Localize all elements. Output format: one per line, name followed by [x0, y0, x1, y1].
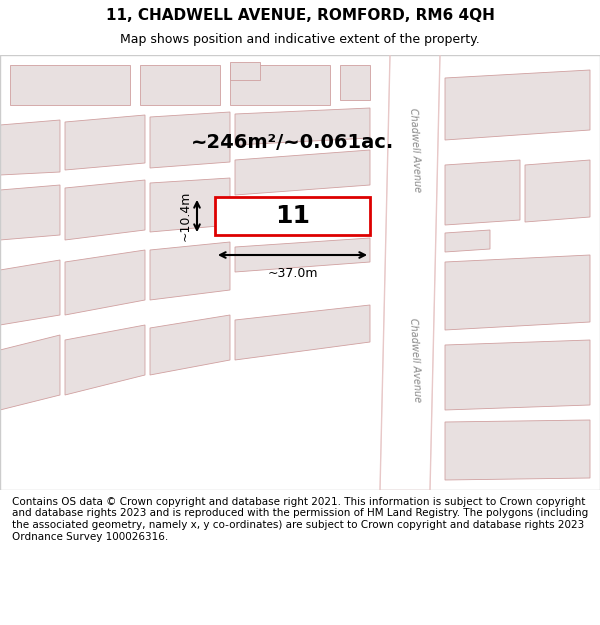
Polygon shape — [445, 230, 490, 252]
Bar — [340, 65, 370, 100]
Text: ~246m²/~0.061ac.: ~246m²/~0.061ac. — [191, 132, 394, 151]
Polygon shape — [150, 242, 230, 300]
Text: Chadwell Avenue: Chadwell Avenue — [408, 107, 422, 192]
Polygon shape — [0, 260, 60, 325]
Polygon shape — [0, 335, 60, 410]
Polygon shape — [0, 120, 60, 175]
Bar — [230, 62, 260, 80]
Text: ~10.4m: ~10.4m — [179, 191, 192, 241]
Polygon shape — [445, 340, 590, 410]
Text: Map shows position and indicative extent of the property.: Map shows position and indicative extent… — [120, 33, 480, 46]
Text: 11: 11 — [275, 204, 310, 228]
Polygon shape — [525, 160, 590, 222]
Polygon shape — [65, 180, 145, 240]
Polygon shape — [150, 112, 230, 168]
Polygon shape — [445, 160, 520, 225]
Polygon shape — [235, 108, 370, 145]
Bar — [140, 65, 220, 105]
Polygon shape — [235, 238, 370, 272]
Polygon shape — [445, 420, 590, 480]
Polygon shape — [235, 305, 370, 360]
Bar — [0, 55, 600, 490]
Bar — [230, 65, 330, 105]
Polygon shape — [65, 115, 145, 170]
Text: 11, CHADWELL AVENUE, ROMFORD, RM6 4QH: 11, CHADWELL AVENUE, ROMFORD, RM6 4QH — [106, 8, 494, 23]
Polygon shape — [65, 325, 145, 395]
Polygon shape — [65, 250, 145, 315]
Polygon shape — [0, 185, 60, 240]
Polygon shape — [235, 150, 370, 195]
Bar — [10, 65, 130, 105]
Text: Chadwell Avenue: Chadwell Avenue — [408, 318, 422, 402]
Polygon shape — [150, 315, 230, 375]
Polygon shape — [380, 55, 440, 490]
Polygon shape — [445, 255, 590, 330]
Text: Contains OS data © Crown copyright and database right 2021. This information is : Contains OS data © Crown copyright and d… — [12, 497, 588, 541]
Polygon shape — [150, 178, 230, 232]
Bar — [215, 197, 370, 235]
Polygon shape — [445, 70, 590, 140]
Text: ~37.0m: ~37.0m — [267, 267, 318, 280]
